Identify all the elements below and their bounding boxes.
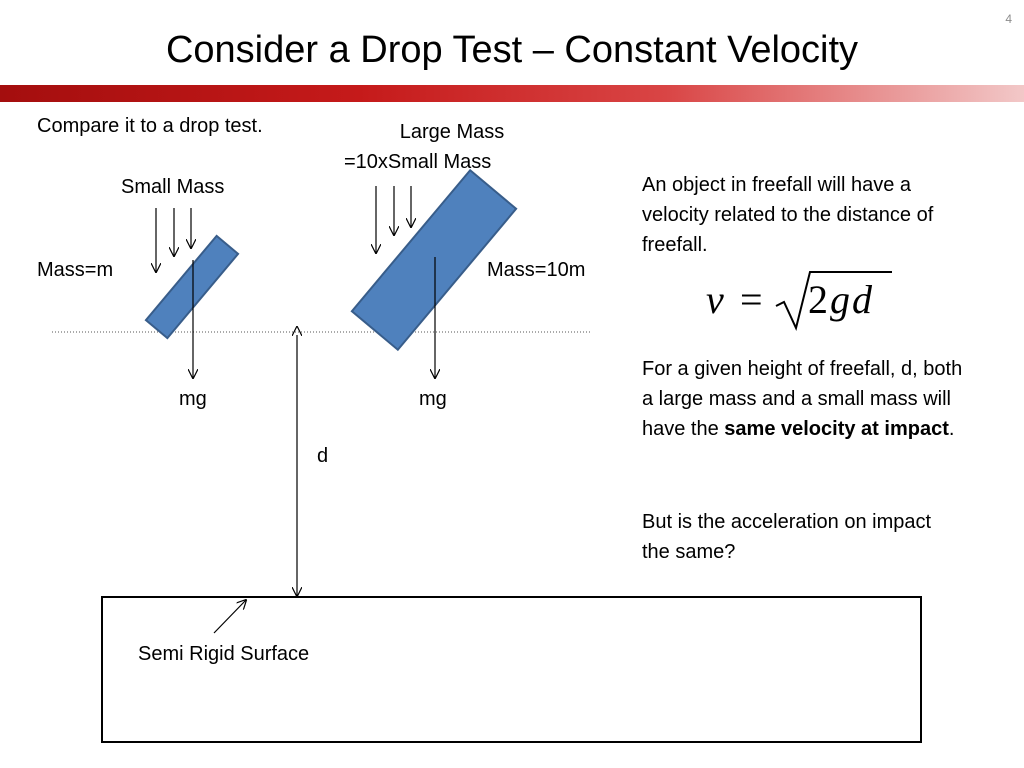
velocity-formula: v = 2gd <box>700 268 900 334</box>
formula-coefficient: 2 <box>808 277 830 322</box>
square-root-icon <box>775 271 892 331</box>
semi-rigid-surface <box>101 596 922 743</box>
para2-text: For a given height of freefall, d, both … <box>642 358 963 440</box>
formula-vars: gd <box>830 277 874 322</box>
title-accent-bar <box>0 85 1024 102</box>
large-mass-caption-line1: Large Mass <box>399 121 505 143</box>
distance-label: d <box>317 445 329 467</box>
intro-text: Compare it to a drop test. <box>37 115 263 137</box>
large-mass-label: Mass=10m <box>487 259 586 281</box>
slide-number: 4 <box>1005 12 1012 26</box>
para2-bold: same velocity at impact <box>724 418 949 440</box>
formula-lhs: v <box>706 277 724 322</box>
small-mass-block <box>144 234 240 340</box>
surface-pointer-arrow <box>213 600 246 634</box>
large-mass-force-label: mg <box>419 388 447 410</box>
slide-title: Consider a Drop Test – Constant Velocity <box>165 29 859 71</box>
small-mass-force-label: mg <box>179 388 207 410</box>
large-mass-caption-line2: =10xSmall Mass <box>344 151 492 173</box>
small-mass-caption: Small Mass <box>121 176 225 198</box>
para2-end: . <box>948 418 955 440</box>
formula-equals: = <box>740 277 763 322</box>
small-mass-label: Mass=m <box>37 259 114 281</box>
formula-radicand: 2gd <box>808 276 874 323</box>
explanation-para-1: An object in freefall will have a veloci… <box>642 174 934 256</box>
surface-label: Semi Rigid Surface <box>138 643 310 665</box>
explanation-para-3: But is the acceleration on impact the sa… <box>642 511 932 563</box>
explanation-para-2: For a given height of freefall, d, both … <box>642 354 977 444</box>
large-mass-block <box>350 168 518 352</box>
